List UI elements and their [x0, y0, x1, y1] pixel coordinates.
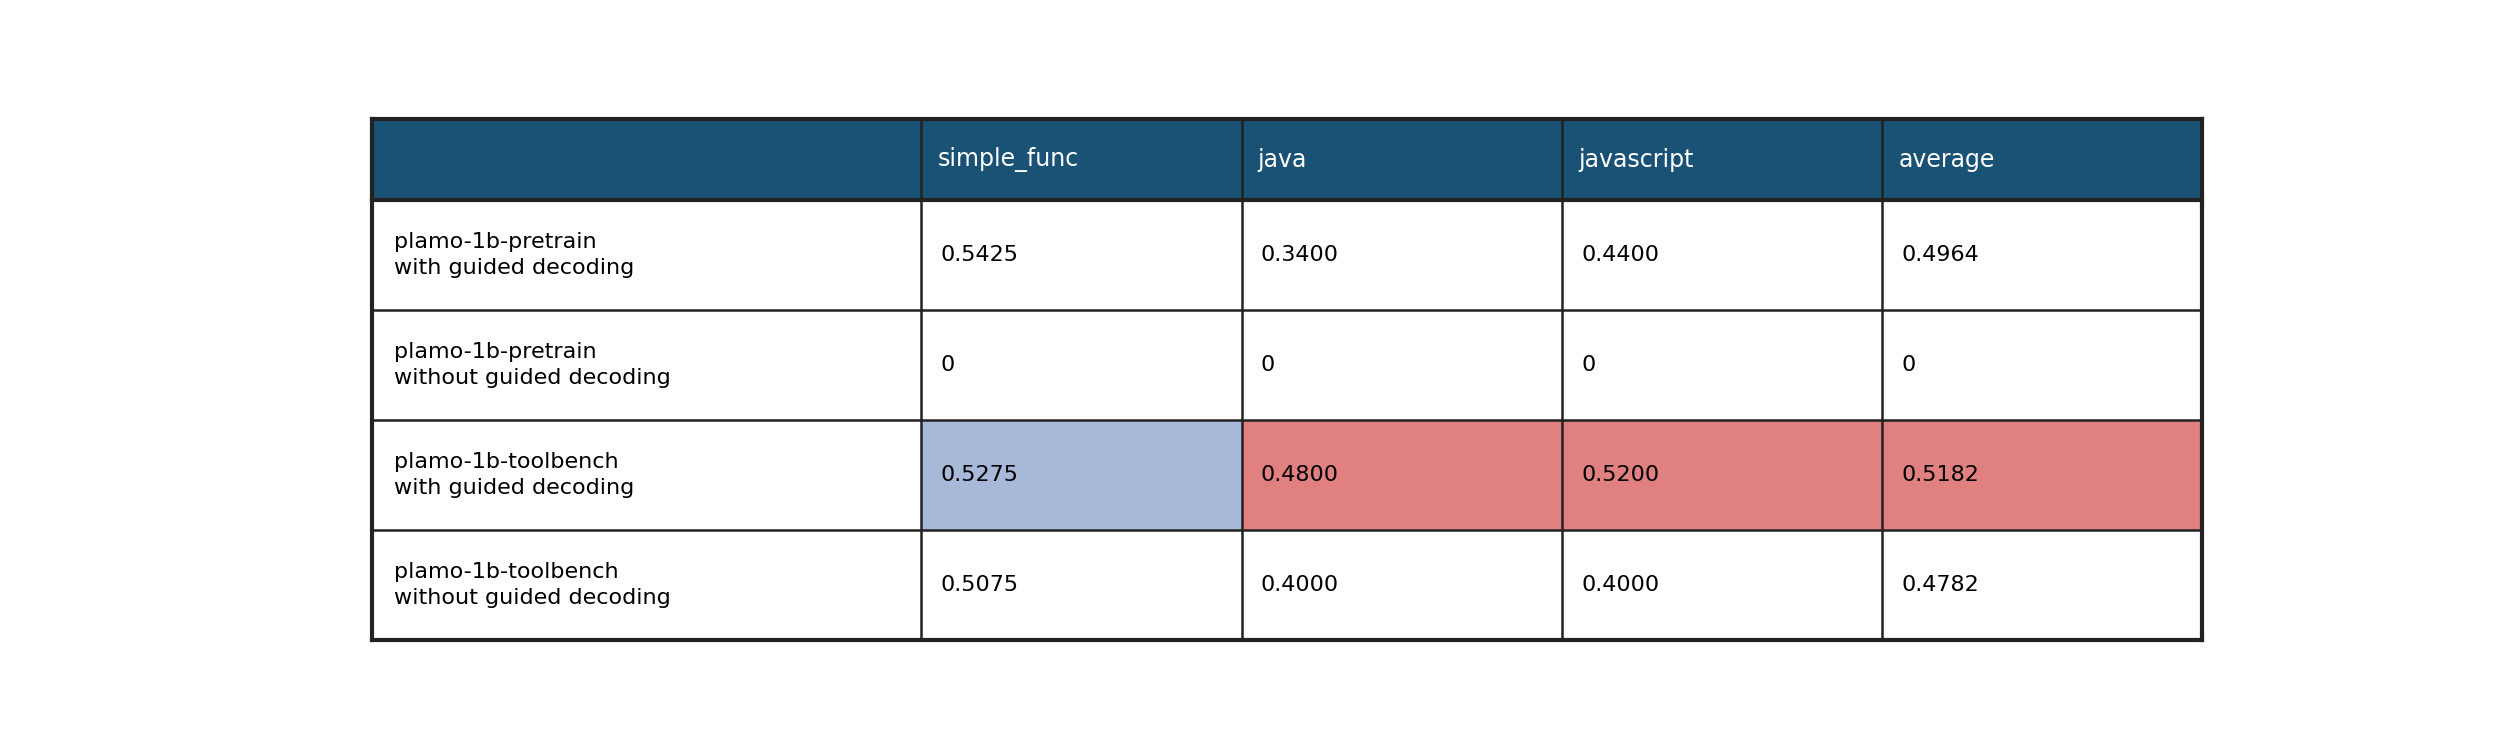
Text: 0.4000: 0.4000 — [1580, 575, 1660, 596]
Text: plamo-1b-toolbench
with guided decoding: plamo-1b-toolbench with guided decoding — [394, 452, 636, 499]
Text: plamo-1b-pretrain
with guided decoding: plamo-1b-pretrain with guided decoding — [394, 232, 636, 278]
Text: average: average — [1899, 147, 1995, 171]
Bar — [1881, 310, 2203, 420]
Bar — [1881, 120, 2203, 200]
Text: 0.3400: 0.3400 — [1261, 245, 1339, 265]
Bar — [372, 120, 922, 200]
Bar — [1562, 530, 1881, 640]
Text: 0.4964: 0.4964 — [1902, 245, 1979, 265]
Text: 0.5200: 0.5200 — [1580, 465, 1660, 485]
Bar — [922, 420, 1241, 530]
Bar — [1562, 120, 1881, 200]
Text: 0.4800: 0.4800 — [1261, 465, 1339, 485]
Bar — [1241, 420, 1562, 530]
Bar — [1241, 120, 1562, 200]
Text: 0.5425: 0.5425 — [939, 245, 1020, 265]
Text: 0.5275: 0.5275 — [939, 465, 1020, 485]
Bar — [372, 420, 922, 530]
Text: 0: 0 — [1902, 355, 1917, 375]
Bar — [372, 310, 922, 420]
Bar — [922, 200, 1241, 310]
Bar — [1881, 530, 2203, 640]
Bar — [1241, 310, 1562, 420]
Bar — [1241, 200, 1562, 310]
Bar — [1241, 530, 1562, 640]
Text: plamo-1b-pretrain
without guided decoding: plamo-1b-pretrain without guided decodin… — [394, 342, 671, 388]
Text: plamo-1b-toolbench
without guided decoding: plamo-1b-toolbench without guided decodi… — [394, 562, 671, 608]
Text: java: java — [1259, 147, 1306, 171]
Text: 0.5182: 0.5182 — [1902, 465, 1979, 485]
Text: 0.5075: 0.5075 — [939, 575, 1020, 596]
Text: javascript: javascript — [1578, 147, 1693, 171]
Bar — [1881, 420, 2203, 530]
Bar — [922, 530, 1241, 640]
Text: 0: 0 — [939, 355, 955, 375]
Text: 0: 0 — [1261, 355, 1276, 375]
Bar — [1562, 200, 1881, 310]
Bar — [922, 310, 1241, 420]
Text: 0: 0 — [1580, 355, 1595, 375]
Text: 0.4400: 0.4400 — [1580, 245, 1658, 265]
Bar — [922, 120, 1241, 200]
Bar — [1562, 420, 1881, 530]
Bar — [372, 200, 922, 310]
Bar — [1881, 200, 2203, 310]
Bar — [1562, 310, 1881, 420]
Text: 0.4000: 0.4000 — [1261, 575, 1339, 596]
Text: simple_func: simple_func — [937, 147, 1078, 172]
Text: 0.4782: 0.4782 — [1902, 575, 1979, 596]
Bar — [372, 530, 922, 640]
